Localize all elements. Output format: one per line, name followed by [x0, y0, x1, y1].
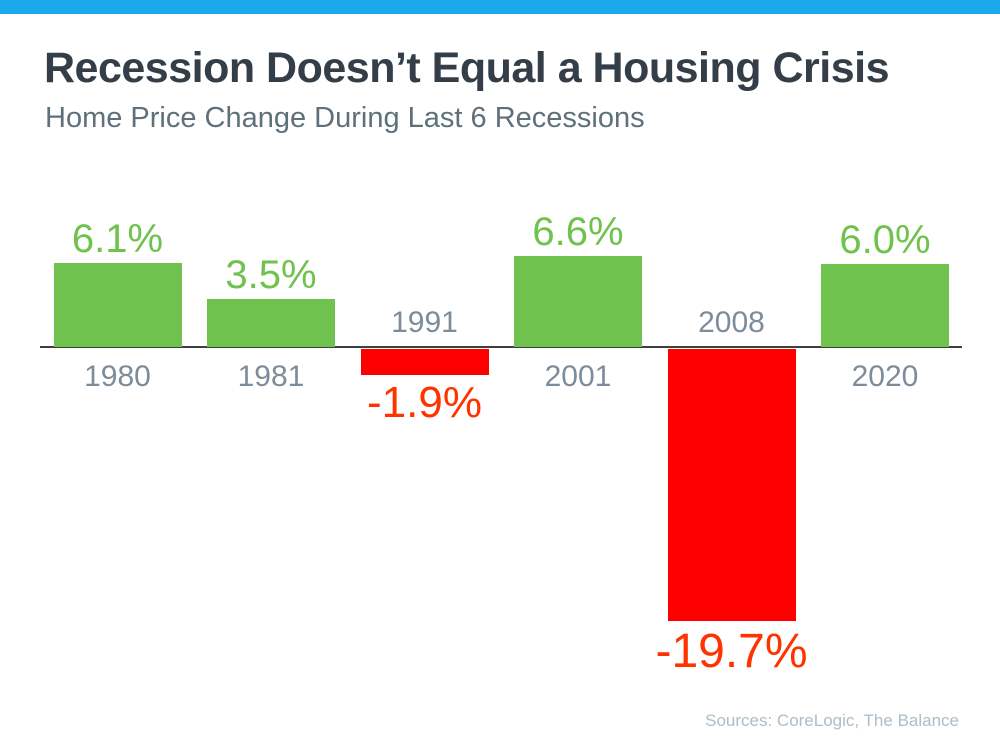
- value-label-2001: 6.6%: [532, 210, 624, 254]
- year-label-1980: 1980: [84, 360, 151, 393]
- year-label-2020: 2020: [851, 360, 919, 393]
- bar-2008: [667, 349, 796, 621]
- top-accent-bar: [0, 0, 1000, 14]
- year-label-1991: 1991: [391, 306, 458, 339]
- value-label-1980: 6.1%: [71, 217, 164, 261]
- bar-2001: [514, 256, 642, 347]
- value-label-2008: -19.7%: [655, 625, 808, 678]
- year-label-2008: 2008: [698, 306, 765, 339]
- bar-1991: [360, 349, 489, 375]
- value-label-1981: 3.5%: [225, 253, 317, 297]
- page-title: Recession Doesn’t Equal a Housing Crisis: [44, 44, 890, 92]
- bar-2020: [821, 264, 949, 347]
- sources-note: Sources: CoreLogic, The Balance: [705, 711, 959, 730]
- value-label-2020: 6.0%: [839, 218, 931, 262]
- value-label-1991: -1.9%: [367, 378, 482, 427]
- page-subtitle: Home Price Change During Last 6 Recessio…: [45, 102, 645, 134]
- x-axis-line: [40, 346, 962, 348]
- year-label-2001: 2001: [544, 360, 612, 393]
- bar-1981: [207, 299, 335, 347]
- bar-1980: [53, 263, 182, 347]
- year-label-1981: 1981: [237, 360, 305, 393]
